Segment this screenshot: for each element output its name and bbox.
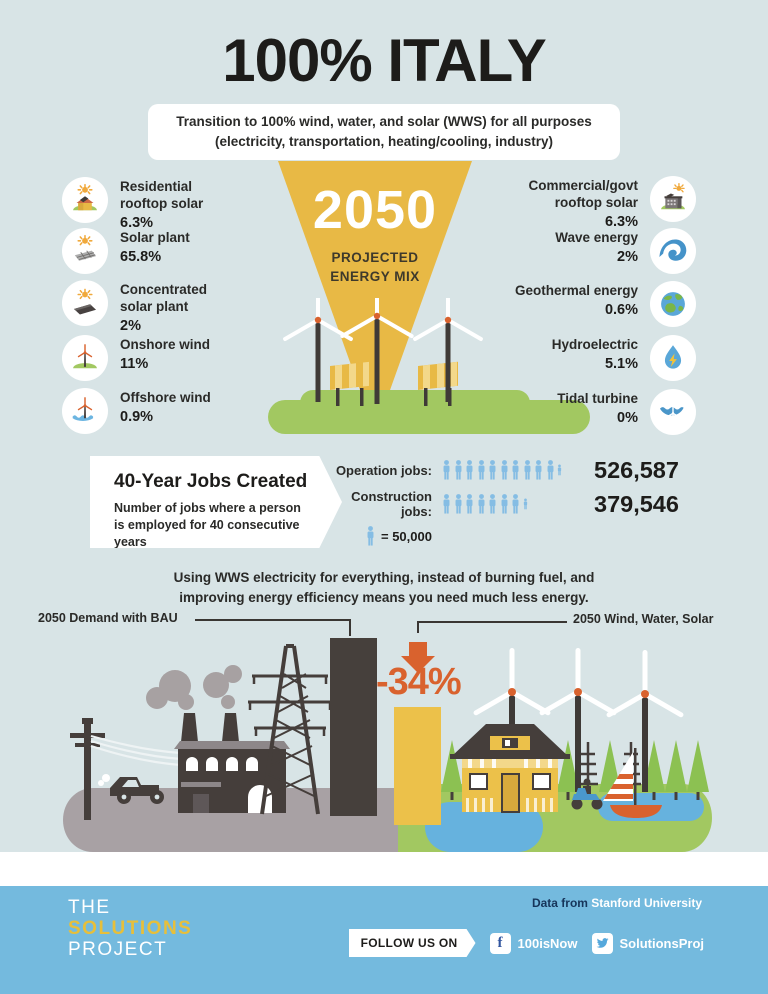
person-icon: [535, 460, 542, 480]
energy-item-onshore-wind: Onshore wind 11%: [62, 335, 210, 381]
solar-panel: [330, 361, 370, 406]
pickup-truck: [98, 774, 164, 804]
sailboat: [603, 748, 662, 818]
gray-ground: [63, 788, 413, 852]
subtitle-line1: Transition to 100% wind, water, and sola…: [176, 113, 592, 129]
jobs-title: 40-Year Jobs Created: [114, 471, 308, 492]
person-icon: [547, 460, 553, 480]
person-legend-icon: [366, 526, 375, 546]
person-icon: [443, 460, 450, 480]
person-icon: [512, 460, 519, 480]
construction-jobs-label: Construction jobs:: [351, 489, 432, 519]
social-row: FOLLOW US ON f 100isNow SolutionsProj: [349, 929, 704, 957]
facebook-handle[interactable]: 100isNow: [517, 935, 578, 951]
wave-energy-icon: [650, 228, 696, 274]
person-icon: [478, 460, 484, 480]
wws-demand-label: 2050 Wind, Water, Solar: [573, 612, 714, 626]
energy-label: Residential rooftop solar: [120, 179, 204, 211]
construction-jobs-value: 379,546: [594, 490, 679, 517]
person-icon: [466, 494, 473, 514]
wind-turbine: [539, 648, 617, 792]
facebook-icon[interactable]: f: [489, 932, 511, 954]
divider-strip: [0, 852, 768, 886]
footer: THE SOLUTIONS PROJECT Data from Stanford…: [0, 886, 768, 994]
subtitle-line2: (electricity, transportation, heating/co…: [214, 134, 554, 149]
bau-demand-bar: [330, 638, 377, 816]
energy-item-wave-energy: Wave energy 2%: [488, 228, 696, 274]
wws-pointer-line: [417, 621, 567, 633]
tidal-turbine-icon: [650, 389, 696, 435]
efficiency-description: Using WWS electricity for everything, in…: [173, 570, 595, 606]
energy-demand-illustration: [63, 619, 712, 852]
energy-item-hydroelectric: Hydroelectric 5.1%: [488, 335, 696, 381]
person-icon: [367, 526, 374, 546]
person-icon: [489, 494, 496, 514]
person-icon: [523, 498, 527, 510]
twitter-handle[interactable]: SolutionsProj: [619, 935, 705, 951]
person-icon: [455, 460, 461, 480]
person-icon: [455, 494, 461, 514]
down-arrow-icon: [401, 642, 435, 673]
construction-jobs-row: Construction jobs: 379,546: [324, 489, 696, 519]
person-icon: [466, 460, 473, 480]
scooter: [571, 778, 603, 810]
projection-year: 2050: [312, 180, 438, 240]
wind-solar-illustration: [268, 298, 590, 434]
energy-item-tidal-turbine: Tidal turbine 0%: [488, 389, 696, 435]
person-icon: [443, 494, 450, 514]
solar-plant-icon: [62, 228, 108, 274]
energy-item-residential-rooftop-solar: Residential rooftop solar 6.3%: [62, 177, 238, 231]
person-icon: [501, 494, 507, 514]
facebook-link[interactable]: f 100isNow: [489, 932, 578, 954]
energy-item-geothermal-energy: Geothermal energy 0.6%: [488, 281, 696, 327]
energy-value: 6.3%: [120, 214, 154, 231]
solutions-project-logo: THE SOLUTIONS PROJECT: [68, 897, 193, 960]
energy-item-offshore-wind: Offshore wind 0.9%: [62, 388, 211, 434]
operation-jobs-value: 526,587: [594, 456, 679, 483]
hydroelectric-icon: [650, 335, 696, 381]
person-icon: [512, 494, 519, 514]
geothermal-energy-icon: [650, 281, 696, 327]
operation-jobs-pictogram: [442, 460, 594, 480]
bau-pointer-line: [195, 619, 351, 636]
energy-item-concentrated-solar-plant: Concentrated solar plant 2%: [62, 280, 238, 334]
person-icon: [524, 460, 530, 480]
house-illustration: [450, 724, 570, 813]
person-icon: [478, 494, 484, 514]
jobs-legend: = 50,000: [366, 526, 432, 546]
person-icon-partial: [557, 460, 562, 480]
bau-demand-label: 2050 Demand with BAU: [38, 611, 178, 625]
commercial-rooftop-solar-icon: [650, 176, 696, 222]
operation-jobs-label: Operation jobs:: [335, 462, 432, 478]
twitter-link[interactable]: SolutionsProj: [591, 932, 705, 954]
page-title: 100% ITALY: [222, 27, 547, 94]
subtitle-box: Transition to 100% wind, water, and sola…: [148, 104, 620, 160]
operation-jobs-row: Operation jobs: 526,587: [324, 456, 696, 483]
wind-turbine: [413, 298, 483, 402]
person-icon: [557, 464, 562, 476]
onshore-wind-icon: [62, 335, 108, 381]
offshore-wind-icon: [62, 388, 108, 434]
person-icon-partial: [523, 494, 528, 514]
construction-jobs-pictogram: [442, 494, 594, 514]
energy-item-solar-plant: Solar plant 65.8%: [62, 228, 190, 274]
energy-mix-label: PROJECTED ENERGY MIX: [330, 250, 420, 284]
wws-demand-bar: [394, 707, 441, 825]
energy-item-commercial-rooftop-solar: Commercial/govt rooftop solar 6.3%: [488, 176, 696, 230]
jobs-box: 40-Year Jobs Created Number of jobs wher…: [90, 456, 342, 548]
person-icon: [489, 460, 496, 480]
pond: [425, 802, 543, 852]
concentrated-solar-plant-icon: [62, 280, 108, 326]
data-source: Data from Stanford University: [531, 896, 702, 910]
residential-rooftop-solar-icon: [62, 177, 108, 223]
wind-turbine: [340, 298, 414, 404]
person-icon: [501, 460, 507, 480]
follow-us-button[interactable]: FOLLOW US ON: [349, 929, 476, 957]
twitter-icon[interactable]: [591, 932, 613, 954]
wind-turbine: [606, 650, 684, 792]
smoke: [146, 665, 242, 710]
power-pole: [70, 718, 105, 820]
jobs-description: Number of jobs where a person is employe…: [114, 501, 301, 549]
